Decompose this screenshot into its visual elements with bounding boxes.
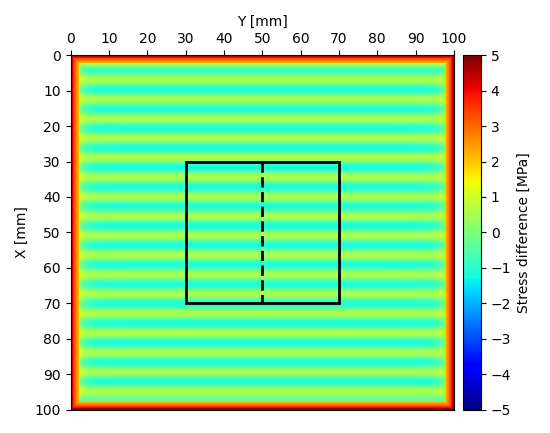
Y-axis label: X [mm]: X [mm]: [15, 207, 29, 259]
Y-axis label: Stress difference [MPa]: Stress difference [MPa]: [516, 152, 531, 313]
Bar: [186, 162, 339, 303]
X-axis label: Y [mm]: Y [mm]: [237, 15, 288, 29]
